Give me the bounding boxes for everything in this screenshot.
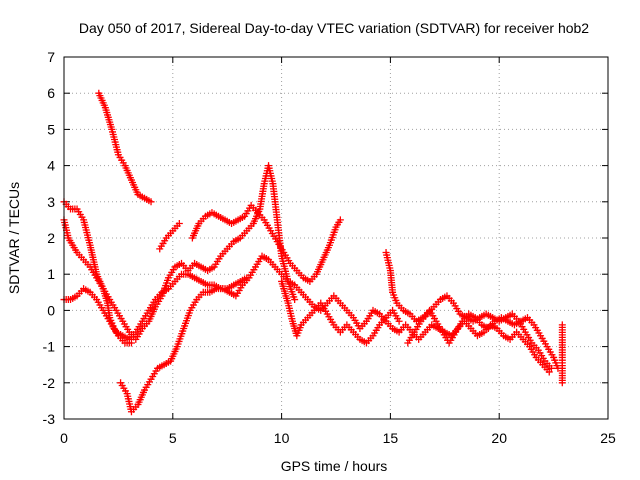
y-tick-label: 1 (47, 266, 55, 282)
data-point (547, 364, 555, 372)
data-point (336, 216, 344, 224)
series-track-i (382, 248, 562, 372)
y-tick-label: -1 (43, 339, 56, 355)
y-axis-label: SDTVAR / TECUs (6, 182, 22, 294)
data-point (395, 317, 403, 325)
series-track-d (60, 216, 135, 347)
series-track-f (156, 220, 183, 253)
x-tick-labels: 0 5 10 15 20 25 (60, 430, 616, 446)
y-tick-label: 7 (47, 49, 55, 65)
x-tick-label: 10 (274, 430, 290, 446)
series-track-h (278, 277, 403, 347)
series-track-a (95, 89, 155, 206)
y-tick-label: 2 (47, 230, 55, 246)
x-tick-label: 20 (491, 430, 507, 446)
y-tick-label: 3 (47, 194, 55, 210)
series-track-g (188, 201, 344, 285)
x-tick-label: 25 (600, 430, 616, 446)
y-tick-label: -3 (43, 411, 56, 427)
data-point (175, 220, 183, 228)
chart-title: Day 050 of 2017, Sidereal Day-to-day VTE… (79, 20, 589, 36)
data-point (127, 339, 135, 347)
x-tick-label: 15 (383, 430, 399, 446)
y-tick-label: 6 (47, 85, 55, 101)
series-track-j (404, 292, 555, 372)
data-point (147, 198, 155, 206)
y-tick-label: 4 (47, 158, 55, 174)
y-tick-label: 0 (47, 302, 55, 318)
y-tick-label: 5 (47, 121, 55, 137)
data-point (558, 379, 566, 387)
series-track-k (558, 321, 566, 387)
data-point (545, 368, 553, 376)
data-point (291, 296, 299, 304)
plot-frame (63, 56, 609, 420)
x-tick-label: 0 (60, 430, 68, 446)
y-tick-labels: -3 -2 -1 0 1 2 3 4 5 6 7 (43, 49, 56, 427)
x-tick-label: 5 (169, 430, 177, 446)
x-axis-label: GPS time / hours (281, 458, 388, 474)
y-tick-label: -2 (43, 375, 56, 391)
